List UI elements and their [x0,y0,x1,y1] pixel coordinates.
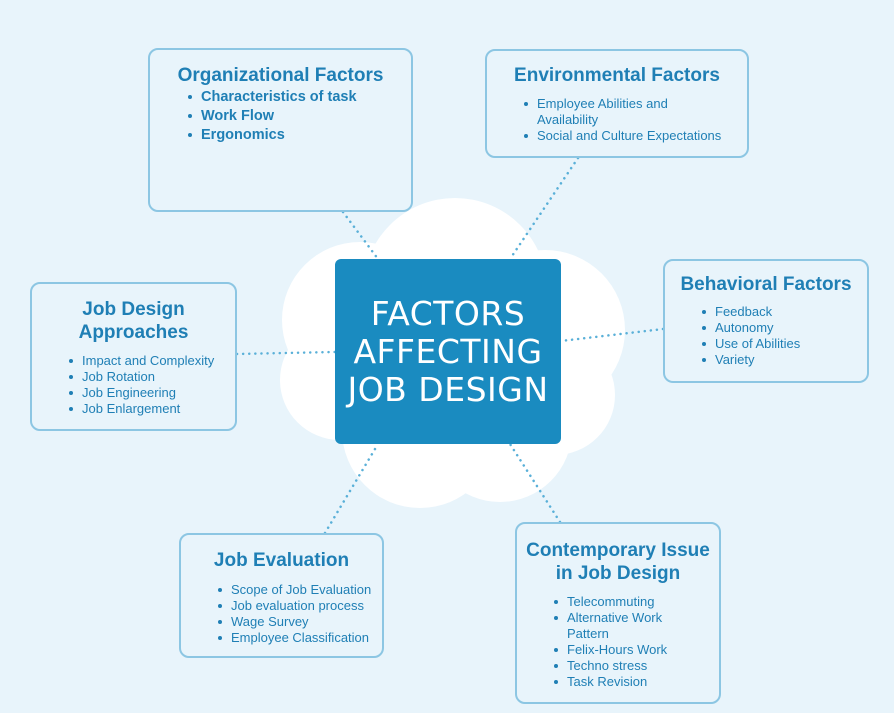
list-item: Task Revision [551,674,701,690]
connector-organizational [343,212,378,259]
environmental-factors-list: Employee Abilities and Availability Soci… [521,96,731,144]
behavioral-factors-title: Behavioral Factors [665,273,867,296]
list-item: Ergonomics [185,126,411,145]
job-evaluation-list: Scope of Job Evaluation Job evaluation p… [215,582,382,646]
connector-environmental [510,158,578,259]
list-item: Social and Culture Expectations [521,128,731,144]
list-item: Job Engineering [66,385,235,401]
list-item: Use of Abilities [699,336,867,352]
organizational-factors-card: Organizational Factors Characteristics o… [148,48,413,212]
job-evaluation-card: Job Evaluation Scope of Job Evaluation J… [179,533,384,658]
job-evaluation-title: Job Evaluation [181,549,382,572]
behavioral-factors-list: Feedback Autonomy Use of Abilities Varie… [699,304,867,368]
list-item: Work Flow [185,107,411,126]
environmental-factors-title: Environmental Factors [487,64,747,87]
connector-contemporary [510,444,560,522]
job-design-approaches-list: Impact and Complexity Job Rotation Job E… [66,353,235,417]
behavioral-factors-card: Behavioral Factors Feedback Autonomy Use… [663,259,869,383]
list-item: Variety [699,352,867,368]
environmental-factors-card: Environmental Factors Employee Abilities… [485,49,749,158]
connector-evaluation [325,444,378,533]
list-item: Scope of Job Evaluation [215,582,382,598]
list-item: Feedback [699,304,867,320]
list-item: Telecommuting [551,594,701,610]
list-item: Autonomy [699,320,867,336]
list-item: Employee Abilities and Availability [521,96,731,128]
list-item: Characteristics of task [185,88,411,107]
list-item: Job Rotation [66,369,235,385]
central-topic-title: FACTORS AFFECTING JOB DESIGN [343,295,553,409]
list-item: Job Enlargement [66,401,235,417]
organizational-factors-title: Organizational Factors [150,64,411,87]
list-item: Alternative Work Pattern [551,610,701,642]
organizational-factors-list: Characteristics of task Work Flow Ergono… [185,88,411,145]
job-design-approaches-card: Job Design Approaches Impact and Complex… [30,282,237,431]
list-item: Employee Classification [215,630,382,646]
central-topic: FACTORS AFFECTING JOB DESIGN [335,259,561,444]
list-item: Job evaluation process [215,598,382,614]
contemporary-issue-list: Telecommuting Alternative Work Pattern F… [551,594,701,690]
connector-behavioral [561,329,663,341]
list-item: Techno stress [551,658,701,674]
list-item: Felix-Hours Work [551,642,701,658]
contemporary-issue-title: Contemporary Issue in Job Design [517,539,719,585]
job-design-approaches-title: Job Design Approaches [32,298,235,344]
connector-approaches [237,352,335,354]
contemporary-issue-card: Contemporary Issue in Job Design Telecom… [515,522,721,704]
list-item: Wage Survey [215,614,382,630]
list-item: Impact and Complexity [66,353,235,369]
